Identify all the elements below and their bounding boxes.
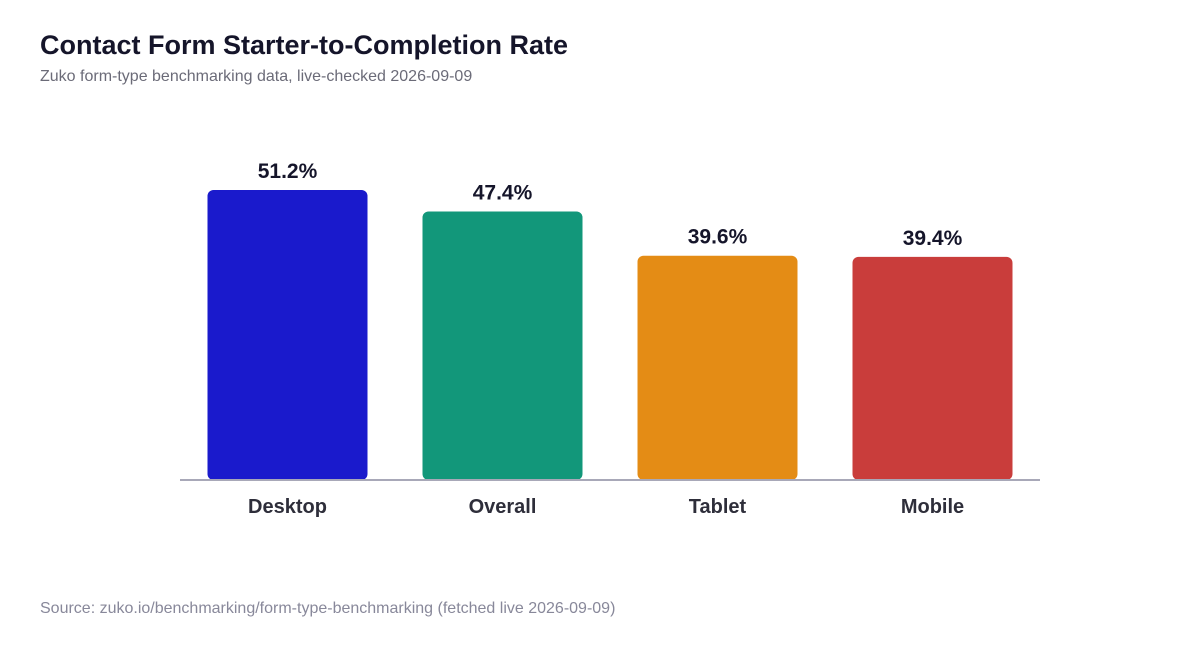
category-label-tablet: Tablet [689, 496, 747, 518]
bar-mobile [852, 256, 1013, 480]
bars-group [207, 190, 1013, 480]
value-label-mobile: 39.4% [903, 227, 963, 250]
category-label-overall: Overall [469, 496, 537, 518]
labels-group: 51.2% Desktop 47.4% Overall 39.6% Tablet 39.4%… [248, 160, 964, 518]
chart-subtitle: Zuko form-type benchmarking data, live-c… [40, 68, 473, 85]
category-label-mobile: Mobile [901, 496, 964, 518]
value-label-overall: 47.4% [473, 182, 533, 205]
category-label-desktop: Desktop [248, 496, 327, 518]
value-label-tablet: 39.6% [688, 226, 748, 249]
chart-title: Contact Form Starter-to-Completion Rate [40, 30, 569, 60]
bar-overall [422, 211, 583, 480]
bar-tablet [637, 255, 798, 480]
source-note: Source: zuko.io/benchmarking/form-type-b… [40, 600, 616, 617]
value-label-desktop: 51.2% [258, 160, 318, 183]
bar-desktop [207, 190, 368, 480]
